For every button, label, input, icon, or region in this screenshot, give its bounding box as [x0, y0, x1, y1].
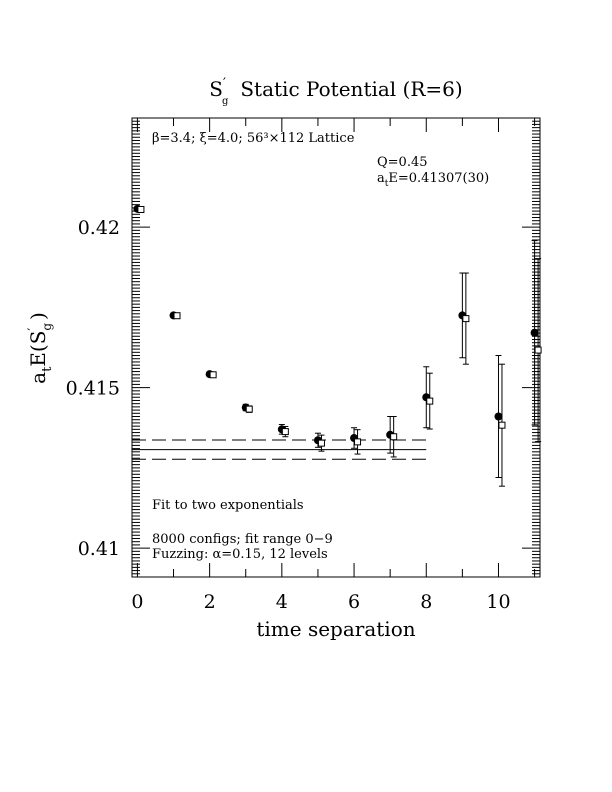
energy-annotation: atE=0.41307(30): [377, 171, 489, 189]
data-point-square: [426, 397, 434, 405]
data-point-circle: [530, 328, 539, 337]
configs-annotation: 8000 configs; fit range 0−9: [152, 532, 333, 547]
data-point-square: [534, 346, 542, 354]
data-point-square: [498, 421, 506, 429]
x-tick-label: 6: [348, 591, 360, 613]
data-point-circle: [494, 412, 503, 421]
x-axis-label: time separation: [256, 617, 415, 641]
y-axis-label: atE(S′g): [26, 312, 55, 384]
data-point-square: [209, 371, 217, 379]
data-point-square: [281, 428, 289, 436]
x-tick-label: 8: [420, 591, 432, 613]
x-tick-label: 10: [486, 591, 510, 613]
x-tick-label: 4: [276, 591, 288, 613]
fit-lines: [132, 439, 427, 460]
data-point-square: [173, 312, 181, 320]
data-point-square: [245, 405, 253, 413]
axis-ticks: [132, 118, 540, 577]
x-tick-label: 2: [204, 591, 216, 613]
y-tick-label: 0.42: [78, 217, 120, 239]
y-tick-label: 0.415: [66, 378, 120, 400]
data-point-square: [462, 315, 470, 323]
data-point-square: [137, 205, 145, 213]
data-point-square: [317, 439, 325, 447]
tick-labels: 0 2 4 6 8 10 0.41 0.415 0.42: [66, 217, 511, 613]
lattice-annotation: β=3.4; ξ=4.0; 56³×112 Lattice: [152, 131, 355, 146]
data-point-square: [354, 438, 362, 446]
data-point-square: [390, 433, 398, 441]
fit-annotation: Fit to two exponentials: [152, 498, 304, 513]
y-tick-label: 0.41: [78, 538, 120, 560]
data-points: [133, 204, 542, 487]
x-tick-label: 0: [131, 591, 143, 613]
chart-title: S′ gStatic Potential (R=6): [209, 76, 462, 107]
q-annotation: Q=0.45: [377, 155, 428, 170]
fuzzing-annotation: Fuzzing: α=0.15, 12 levels: [152, 547, 328, 562]
